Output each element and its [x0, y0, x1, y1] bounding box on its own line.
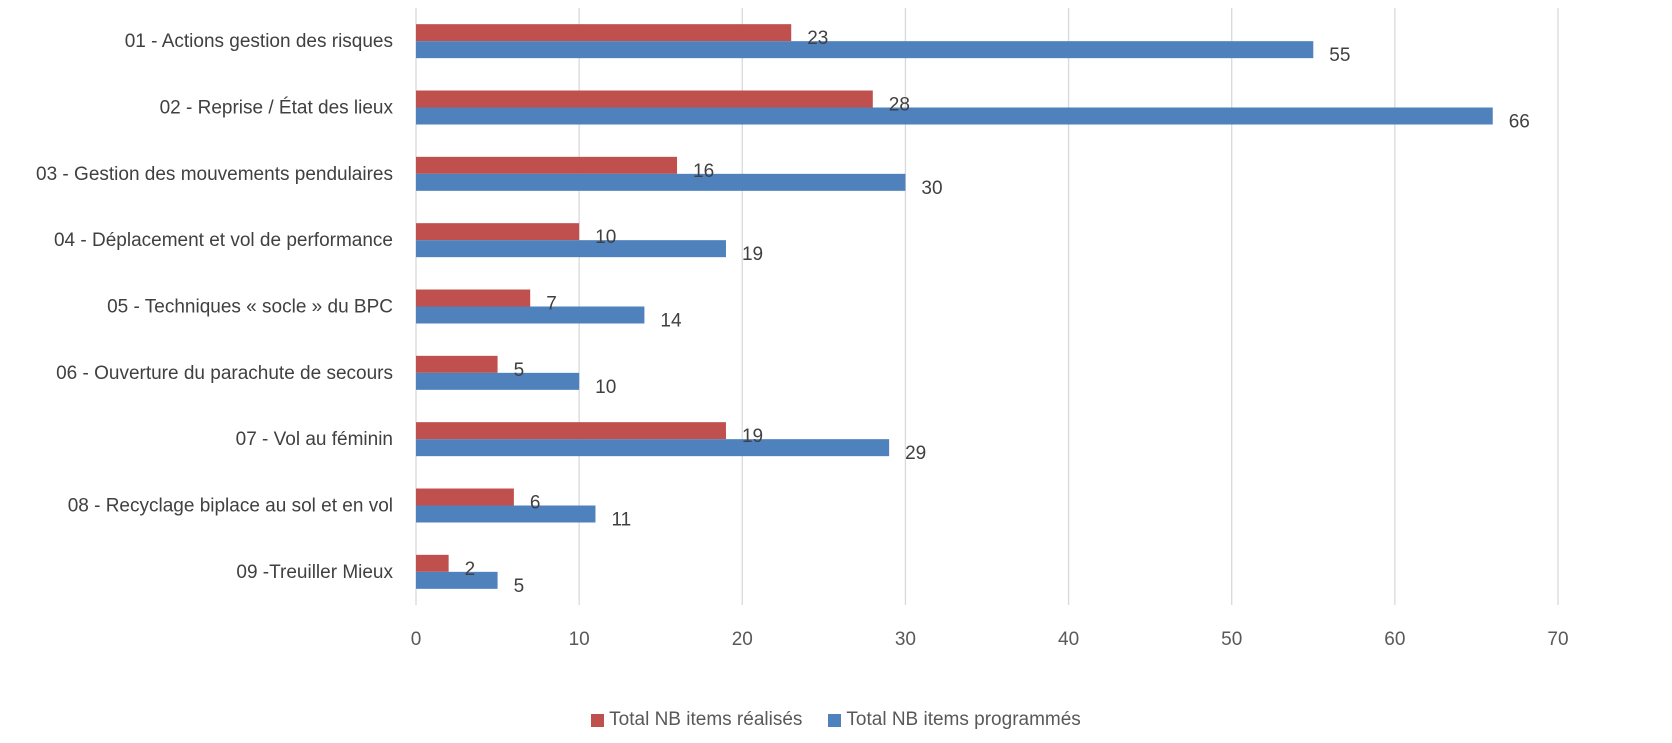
data-label-programmes: 11 [611, 510, 631, 531]
bar-realises [416, 223, 580, 241]
bar-realises [416, 554, 449, 572]
legend-swatch-programmes [828, 713, 842, 727]
category-label: 05 - Techniques « socle » du BPC [107, 297, 393, 318]
bar-chart: 0 10 20 30 40 50 60 70 01 - Actions gestion des … [36, 8, 1569, 650]
data-label-programmes: 14 [660, 311, 682, 332]
x-tick-label: 60 [1384, 629, 1405, 650]
data-label-realises: 28 [889, 95, 910, 116]
data-label-realises: 2 [465, 559, 476, 580]
data-label-programmes: 66 [1509, 112, 1530, 133]
legend-item-programmes: Total NB items programmés [828, 709, 1081, 731]
x-tick-label: 50 [1221, 629, 1242, 650]
x-tick-label: 20 [732, 629, 753, 650]
bar-programmes [416, 571, 498, 589]
category-label: 02 - Reprise / État des lieux [160, 98, 394, 119]
data-label-programmes: 19 [742, 244, 763, 265]
bar-realises [416, 90, 873, 108]
category-label: 01 - Actions gestion des risques [125, 31, 393, 52]
category-label: 03 - Gestion des mouvements pendulaires [36, 164, 393, 185]
bar-realises [416, 355, 498, 373]
bar-realises [416, 156, 678, 174]
data-label-programmes: 55 [1329, 45, 1350, 66]
category-label: 07 - Vol au féminin [236, 429, 393, 450]
data-label-programmes: 5 [514, 576, 525, 597]
data-label-programmes: 30 [921, 178, 942, 199]
data-label-realises: 7 [546, 294, 557, 315]
data-label-realises: 10 [595, 227, 616, 248]
bar-programmes [416, 41, 1314, 59]
legend-item-realises: Total NB items réalisés [591, 709, 802, 731]
category-label: 08 - Recyclage biplace au sol et en vol [68, 496, 393, 517]
bars [416, 24, 1493, 589]
category-label: 04 - Déplacement et vol de performance [54, 230, 393, 251]
bar-realises [416, 289, 531, 307]
bar-realises [416, 24, 792, 42]
labels: 0 10 20 30 40 50 60 70 01 - Actions gestion des … [36, 28, 1569, 650]
bar-programmes [416, 505, 596, 523]
category-label: 06 - Ouverture du parachute de secours [56, 363, 393, 384]
bar-realises [416, 422, 726, 440]
x-tick-label: 70 [1547, 629, 1568, 650]
x-tick-label: 0 [411, 629, 422, 650]
bar-programmes [416, 173, 906, 191]
bar-realises [416, 488, 514, 506]
data-label-programmes: 29 [905, 443, 926, 464]
legend: Total NB items réalisés Total NB items p… [0, 702, 1672, 738]
bar-programmes [416, 372, 580, 390]
data-label-realises: 23 [807, 28, 828, 49]
bar-programmes [416, 107, 1493, 125]
data-label-realises: 6 [530, 493, 541, 514]
bar-programmes [416, 306, 645, 324]
category-label: 09 -Treuiller Mieux [236, 562, 393, 583]
legend-label-programmes: Total NB items programmés [846, 709, 1081, 730]
bar-programmes [416, 439, 890, 457]
data-label-realises: 5 [514, 360, 525, 381]
legend-label-realises: Total NB items réalisés [609, 709, 803, 730]
data-label-realises: 19 [742, 426, 763, 447]
bar-programmes [416, 240, 726, 258]
x-tick-label: 30 [895, 629, 916, 650]
x-tick-label: 40 [1058, 629, 1079, 650]
x-tick-label: 10 [569, 629, 590, 650]
legend-swatch-realises [591, 713, 605, 727]
data-label-programmes: 10 [595, 377, 616, 398]
data-label-realises: 16 [693, 161, 714, 182]
